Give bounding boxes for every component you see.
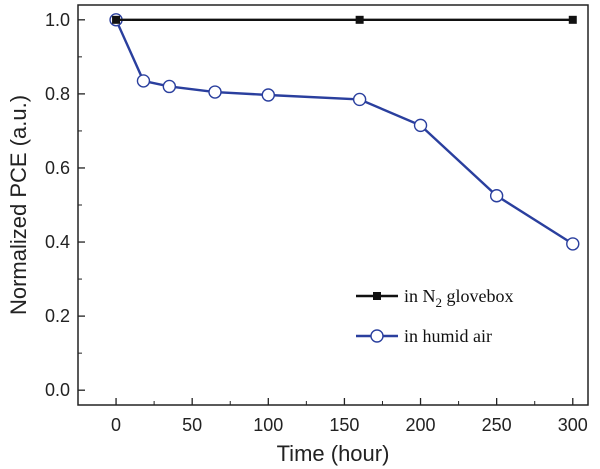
x-tick-label: 300 <box>558 415 588 435</box>
legend-marker <box>373 292 381 300</box>
x-tick-label: 250 <box>482 415 512 435</box>
x-tick-label: 100 <box>253 415 283 435</box>
series-layer <box>109 13 580 251</box>
y-tick-label: 0.0 <box>45 380 70 400</box>
data-point <box>489 189 504 203</box>
data-point <box>261 88 275 102</box>
data-point <box>352 92 367 107</box>
x-tick-label: 0 <box>111 415 121 435</box>
series-line <box>114 19 574 245</box>
y-tick-label: 0.8 <box>45 84 70 104</box>
y-tick-label: 0.2 <box>45 306 70 326</box>
data-point <box>413 118 428 133</box>
series-humid-air <box>109 13 580 251</box>
y-axis-ticks: 0.0 0.2 0.4 0.6 0.8 1.0 <box>45 10 85 400</box>
x-tick-label: 150 <box>329 415 359 435</box>
data-point <box>566 237 580 251</box>
data-point <box>208 85 222 99</box>
legend-marker <box>370 329 384 343</box>
legend-label: in N2 glovebox <box>404 286 514 310</box>
y-tick-label: 1.0 <box>45 10 70 30</box>
data-point <box>112 15 121 24</box>
y-tick-label: 0.6 <box>45 158 70 178</box>
x-axis-title: Time (hour) <box>277 441 390 466</box>
y-axis-title: Normalized PCE (a.u.) <box>6 95 31 315</box>
legend-entry-humid-air: in humid air <box>356 326 492 346</box>
series-glovebox <box>112 15 577 24</box>
y-tick-label: 0.4 <box>45 232 70 252</box>
legend-label: in humid air <box>404 326 492 346</box>
x-axis-ticks: 0 50 100 150 200 250 300 <box>111 398 588 435</box>
legend: in N2 glovebox in humid air <box>356 286 514 346</box>
data-point <box>162 79 177 94</box>
legend-entry-glovebox: in N2 glovebox <box>356 286 514 310</box>
x-tick-label: 200 <box>406 415 436 435</box>
data-point <box>355 15 364 24</box>
data-point <box>136 74 151 88</box>
x-tick-label: 50 <box>182 415 202 435</box>
data-point <box>568 15 577 24</box>
